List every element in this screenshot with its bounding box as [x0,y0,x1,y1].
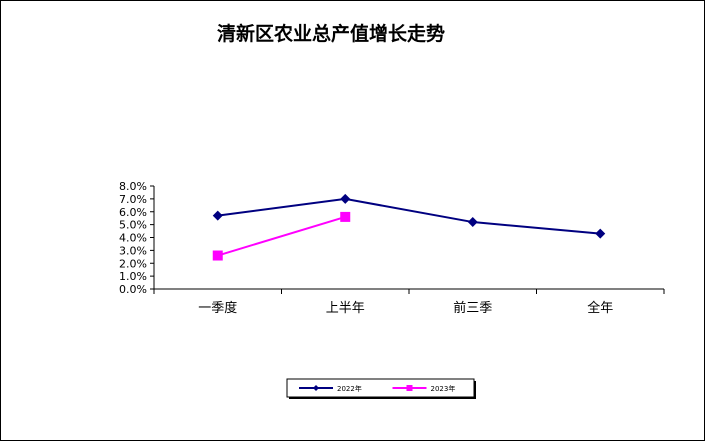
y-tick-label: 2.0% [119,257,147,270]
legend-marker [313,385,319,391]
data-point [595,228,606,239]
y-tick-label: 1.0% [119,270,147,283]
x-tick-label: 一季度 [198,300,237,316]
data-point [212,210,223,221]
legend-label: 2023年 [431,384,456,393]
y-tick-label: 8.0% [119,180,147,193]
y-tick-label: 5.0% [119,219,147,232]
data-point [340,193,351,204]
legend-box [286,378,475,398]
y-tick-label: 4.0% [119,232,147,245]
axes [150,185,665,294]
data-point [340,211,351,222]
y-tick-label: 7.0% [119,193,147,206]
legend-marker [406,385,413,391]
legend-label: 2022年 [337,384,362,393]
x-tick-labels: 一季度 上半年 前三季 全年 [198,300,613,316]
x-tick-label: 上半年 [326,301,365,316]
chart-title: 清新区农业总产值增长走势 [216,23,445,45]
legend: 2022年 2023年 [286,378,476,399]
y-tick-labels: 8.0%7.0%6.0%5.0%4.0%3.0%2.0%1.0%0.0% [119,180,147,296]
y-tick-label: 6.0% [119,206,147,219]
y-tick-label: 0.0% [119,283,147,296]
series-layer [212,193,606,261]
data-point [212,250,223,261]
data-point [467,217,478,228]
series-line [217,197,601,235]
y-tick-label: 3.0% [119,244,147,257]
x-tick-label: 全年 [587,300,613,316]
series-line [217,215,346,257]
x-tick-label: 前三季 [453,300,492,316]
